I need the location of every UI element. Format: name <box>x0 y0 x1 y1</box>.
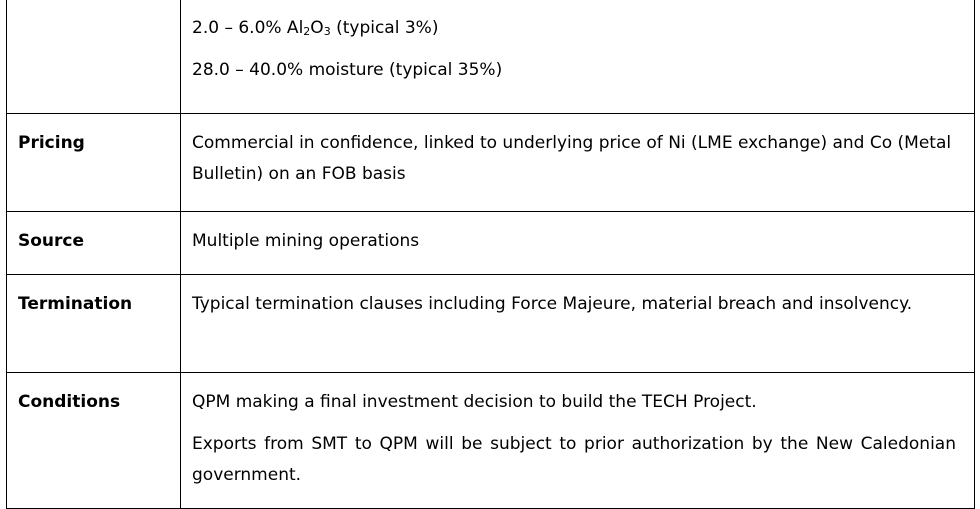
termination-value: Typical termination clauses including Fo… <box>180 274 975 373</box>
source-label: Source <box>6 211 181 275</box>
conditions-value: QPM making a final investment decision t… <box>180 372 975 509</box>
termination-text: Typical termination clauses including Fo… <box>192 294 913 314</box>
table-row-termination: Termination Typical termination clauses … <box>6 274 975 373</box>
conditions-text-1: QPM making a final investment decision t… <box>192 392 757 412</box>
table-row-conditions: Conditions QPM making a final investment… <box>6 372 975 509</box>
source-value: Multiple mining operations <box>180 211 975 275</box>
composition-label <box>6 0 181 114</box>
conditions-text-2: Exports from SMT to QPM will be subject … <box>192 434 956 485</box>
table-row-composition: 2.0 – 6.0% Al2O3 (typical 3%) 28.0 – 40.… <box>6 0 975 114</box>
composition-value: 2.0 – 6.0% Al2O3 (typical 3%) 28.0 – 40.… <box>180 0 975 114</box>
pricing-value: Commercial in confidence, linked to unde… <box>180 113 975 212</box>
termination-label: Termination <box>6 274 181 373</box>
pricing-label: Pricing <box>6 113 181 212</box>
conditions-label: Conditions <box>6 372 181 509</box>
source-text: Multiple mining operations <box>192 231 420 251</box>
table-row-source: Source Multiple mining operations <box>6 211 975 275</box>
pricing-text: Commercial in confidence, linked to unde… <box>192 133 952 184</box>
alumina-spec: 2.0 – 6.0% Al2O3 (typical 3%) <box>192 18 439 38</box>
terms-table: 2.0 – 6.0% Al2O3 (typical 3%) 28.0 – 40.… <box>6 0 975 509</box>
moisture-spec: 28.0 – 40.0% moisture (typical 35%) <box>192 60 503 80</box>
table-row-pricing: Pricing Commercial in confidence, linked… <box>6 113 975 212</box>
